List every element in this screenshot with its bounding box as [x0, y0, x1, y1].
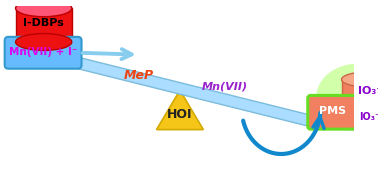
Text: I-DBPs: I-DBPs: [23, 18, 64, 28]
Ellipse shape: [15, 0, 72, 17]
Text: HOI: HOI: [167, 108, 193, 121]
Ellipse shape: [316, 64, 378, 131]
Text: MeP: MeP: [124, 69, 154, 82]
FancyBboxPatch shape: [5, 37, 82, 69]
Ellipse shape: [341, 72, 378, 87]
Polygon shape: [38, 48, 322, 129]
Polygon shape: [341, 80, 378, 108]
FancyBboxPatch shape: [308, 95, 356, 129]
Polygon shape: [156, 90, 203, 130]
Text: PMS: PMS: [319, 106, 346, 116]
Text: Mn(VII) + I⁻: Mn(VII) + I⁻: [9, 47, 77, 57]
Polygon shape: [15, 8, 72, 42]
Ellipse shape: [15, 33, 72, 50]
Ellipse shape: [347, 120, 378, 131]
Polygon shape: [347, 110, 378, 125]
Ellipse shape: [341, 100, 378, 115]
Text: IO₃⁻: IO₃⁻: [358, 86, 378, 96]
Ellipse shape: [347, 105, 378, 116]
Text: IO₃⁻: IO₃⁻: [359, 112, 378, 122]
Text: Mn(VII): Mn(VII): [202, 82, 248, 92]
